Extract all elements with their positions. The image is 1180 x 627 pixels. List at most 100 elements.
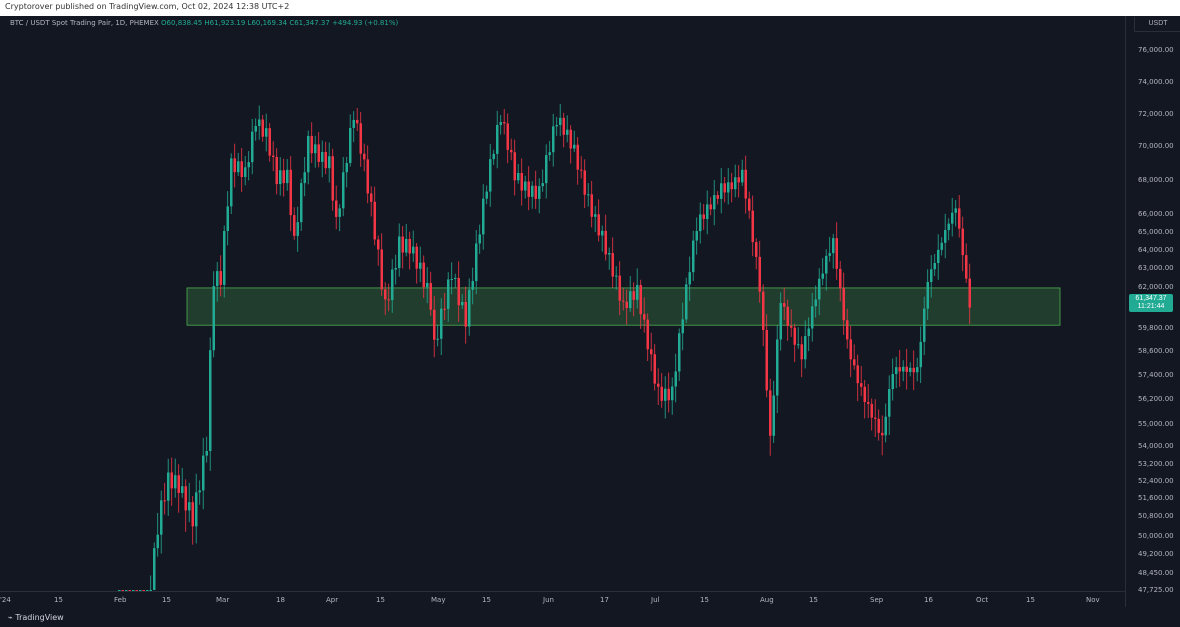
candle-body — [468, 289, 471, 327]
candle-body — [170, 472, 173, 489]
candle-body — [338, 208, 341, 217]
publish-header: Cryptorover published on TradingView.com… — [0, 0, 1180, 16]
candle-body — [268, 128, 271, 156]
time-label: Sep — [870, 596, 884, 604]
candle-body — [142, 590, 145, 591]
price-axis[interactable] — [1125, 16, 1180, 607]
candle-body — [230, 158, 233, 207]
candle-body — [723, 183, 726, 193]
candle-body — [205, 451, 208, 456]
candle-body — [639, 284, 642, 315]
candle-body — [412, 246, 415, 254]
candle-body — [527, 181, 530, 197]
price-label: 74,000.00 — [1138, 78, 1174, 86]
candle-body — [485, 191, 488, 199]
candle-body — [191, 502, 194, 527]
candle-body — [800, 344, 803, 360]
candle-body — [772, 395, 775, 436]
candle-body — [667, 388, 670, 401]
candle-body — [646, 319, 649, 350]
candle-body — [597, 214, 600, 236]
candle-body — [653, 354, 656, 384]
candle-body — [415, 246, 418, 269]
candle-body — [839, 268, 842, 289]
candle-body — [132, 590, 135, 591]
candle-body — [828, 253, 831, 256]
price-label: 47,725.00 — [1138, 586, 1174, 594]
candle-body — [944, 230, 947, 243]
candle-body — [898, 367, 901, 372]
candle-body — [482, 198, 485, 235]
candle-body — [475, 243, 478, 282]
last-price-badge: 61,347.37 11:21:44 — [1129, 294, 1173, 312]
change-value: +494.93 (+0.81%) — [332, 19, 399, 27]
candle-body — [923, 308, 926, 342]
candle-body — [492, 153, 495, 160]
candle-body — [258, 119, 261, 126]
currency-selector[interactable]: USDT — [1134, 17, 1180, 32]
time-label: Aug — [760, 596, 774, 604]
candle-body — [436, 338, 439, 340]
candle-body — [545, 155, 548, 184]
price-label: 72,000.00 — [1138, 110, 1174, 118]
candle-body — [681, 319, 684, 334]
candle-body — [461, 301, 464, 306]
candle-body — [657, 383, 660, 387]
candle-body — [289, 169, 292, 216]
price-label: 50,000.00 — [1138, 532, 1174, 540]
brand-name: TradingView — [15, 613, 64, 622]
candle-body — [118, 590, 121, 591]
candle-body — [202, 455, 205, 491]
price-label: 55,000.00 — [1138, 420, 1174, 428]
time-label: Apr — [326, 596, 339, 604]
candlestick-chart[interactable] — [0, 16, 1125, 591]
candle-body — [531, 185, 534, 197]
candle-body — [384, 289, 387, 300]
time-label: Jul — [651, 596, 660, 604]
candle-body — [548, 152, 551, 156]
candle-body — [247, 162, 250, 168]
candle-body — [440, 308, 443, 339]
candle-body — [895, 367, 898, 374]
candle-body — [219, 271, 222, 285]
candle-body — [807, 328, 810, 337]
price-label: 50,800.00 — [1138, 512, 1174, 520]
candle-body — [555, 125, 558, 127]
time-label: 15 — [700, 596, 709, 604]
candle-body — [891, 373, 894, 390]
candle-body — [552, 126, 555, 153]
candle-body — [223, 230, 226, 285]
candle-body — [590, 194, 593, 217]
time-label: Feb — [114, 596, 127, 604]
price-label: 48,450.00 — [1138, 569, 1174, 577]
candle-body — [184, 486, 187, 511]
candle-body — [849, 339, 852, 360]
candle-body — [727, 182, 730, 193]
price-label: 70,000.00 — [1138, 142, 1174, 150]
candle-body — [783, 303, 786, 307]
candle-body — [443, 308, 446, 310]
candle-body — [167, 472, 170, 501]
candle-body — [678, 333, 681, 372]
candle-body — [538, 186, 541, 199]
candle-body — [534, 185, 537, 199]
candle-body — [916, 367, 919, 373]
candle-body — [611, 253, 614, 277]
candle-body — [930, 269, 933, 282]
candle-body — [625, 301, 628, 309]
candle-body — [398, 236, 401, 268]
candle-body — [405, 238, 408, 253]
candle-body — [429, 282, 432, 310]
high-value: H61,923.19 — [204, 19, 246, 27]
candle-body — [328, 156, 331, 169]
candle-body — [506, 123, 509, 150]
price-label: 56,200.00 — [1138, 395, 1174, 403]
candle-body — [335, 200, 338, 217]
candle-body — [758, 256, 761, 292]
candle-body — [790, 325, 793, 328]
candle-body — [149, 590, 152, 591]
candle-body — [769, 390, 772, 436]
time-axis[interactable] — [0, 591, 1125, 608]
candle-body — [233, 158, 236, 173]
candle-body — [825, 255, 828, 274]
